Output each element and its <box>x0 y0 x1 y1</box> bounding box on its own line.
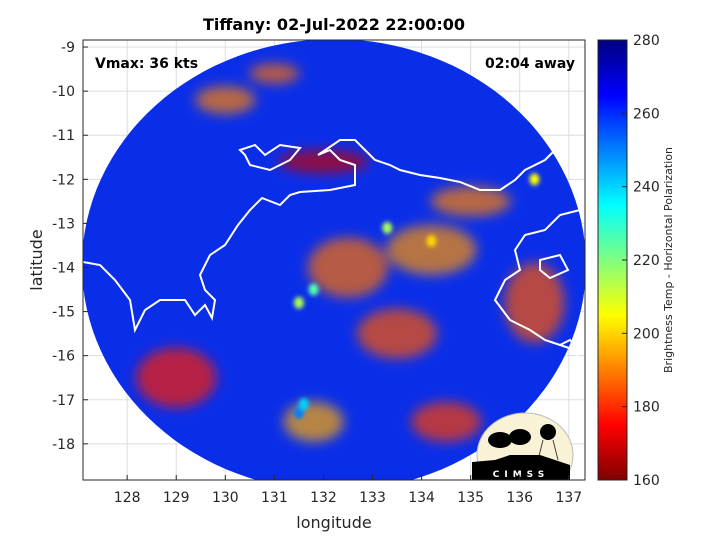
y-axis-label: latitude <box>27 229 46 290</box>
vmax-label: Vmax: 36 kts <box>95 56 198 72</box>
x-tick-label: 134 <box>408 490 435 506</box>
plot-frame <box>82 39 586 481</box>
field-region <box>249 63 300 84</box>
chart-title: Tiffany: 02-Jul-2022 22:00:00 <box>203 15 465 34</box>
x-tick-label: 129 <box>163 490 190 506</box>
colorbar-tick-label: 220 <box>633 253 660 269</box>
field-region <box>283 401 344 442</box>
brightness-field <box>83 40 585 480</box>
y-tick-label: -10 <box>52 84 75 100</box>
colorbar-tick-label: 260 <box>633 106 660 122</box>
y-tick-label: -11 <box>52 128 75 144</box>
time-away-label: 02:04 away <box>485 56 575 72</box>
field-region <box>357 308 438 359</box>
warm-spot <box>293 296 304 309</box>
colorbar-label: Brightness Temp - Horizontal Polarizatio… <box>662 147 675 373</box>
warm-spot <box>426 235 437 248</box>
x-tick-label: 137 <box>555 490 582 506</box>
x-tick-label: 132 <box>310 490 337 506</box>
y-tick-label: -16 <box>52 349 75 365</box>
coastline <box>83 139 582 361</box>
y-tick-label: -9 <box>61 40 75 56</box>
field-region <box>430 186 511 217</box>
warm-spot <box>308 283 319 296</box>
warm-spot <box>298 398 309 411</box>
field-region <box>278 149 369 174</box>
x-axis-label: longitude <box>296 513 371 532</box>
warm-spot <box>293 406 304 419</box>
field-region <box>136 347 217 408</box>
warm-spot <box>529 173 540 186</box>
field-region <box>307 237 388 298</box>
warm-spot <box>382 221 393 234</box>
y-tick-label: -14 <box>52 260 75 276</box>
y-tick-label: -15 <box>52 305 75 321</box>
colorbar-tick-label: 160 <box>633 473 660 489</box>
x-tick-label: 130 <box>212 490 239 506</box>
y-tick-label: -17 <box>52 393 75 409</box>
colorbar-tick-label: 180 <box>633 400 660 416</box>
colorbar-tick-label: 240 <box>633 180 660 196</box>
y-tick-label: -18 <box>52 437 75 453</box>
x-tick-label: 135 <box>457 490 484 506</box>
logo-text: CIMSS <box>493 470 549 480</box>
y-tick-label: -13 <box>52 216 75 232</box>
x-tick-label: 128 <box>114 490 141 506</box>
y-tick-label: -12 <box>52 172 75 188</box>
field-region <box>386 224 477 275</box>
colorbar-tick-label: 200 <box>633 326 660 342</box>
x-tick-label: 136 <box>506 490 533 506</box>
x-tick-label: 131 <box>261 490 288 506</box>
field-region <box>195 85 256 114</box>
field-region <box>504 262 565 343</box>
field-region <box>411 401 482 442</box>
colorbar-tick-label: 280 <box>633 33 660 49</box>
cimss-logo: CIMSS <box>472 412 574 480</box>
x-tick-label: 133 <box>359 490 386 506</box>
